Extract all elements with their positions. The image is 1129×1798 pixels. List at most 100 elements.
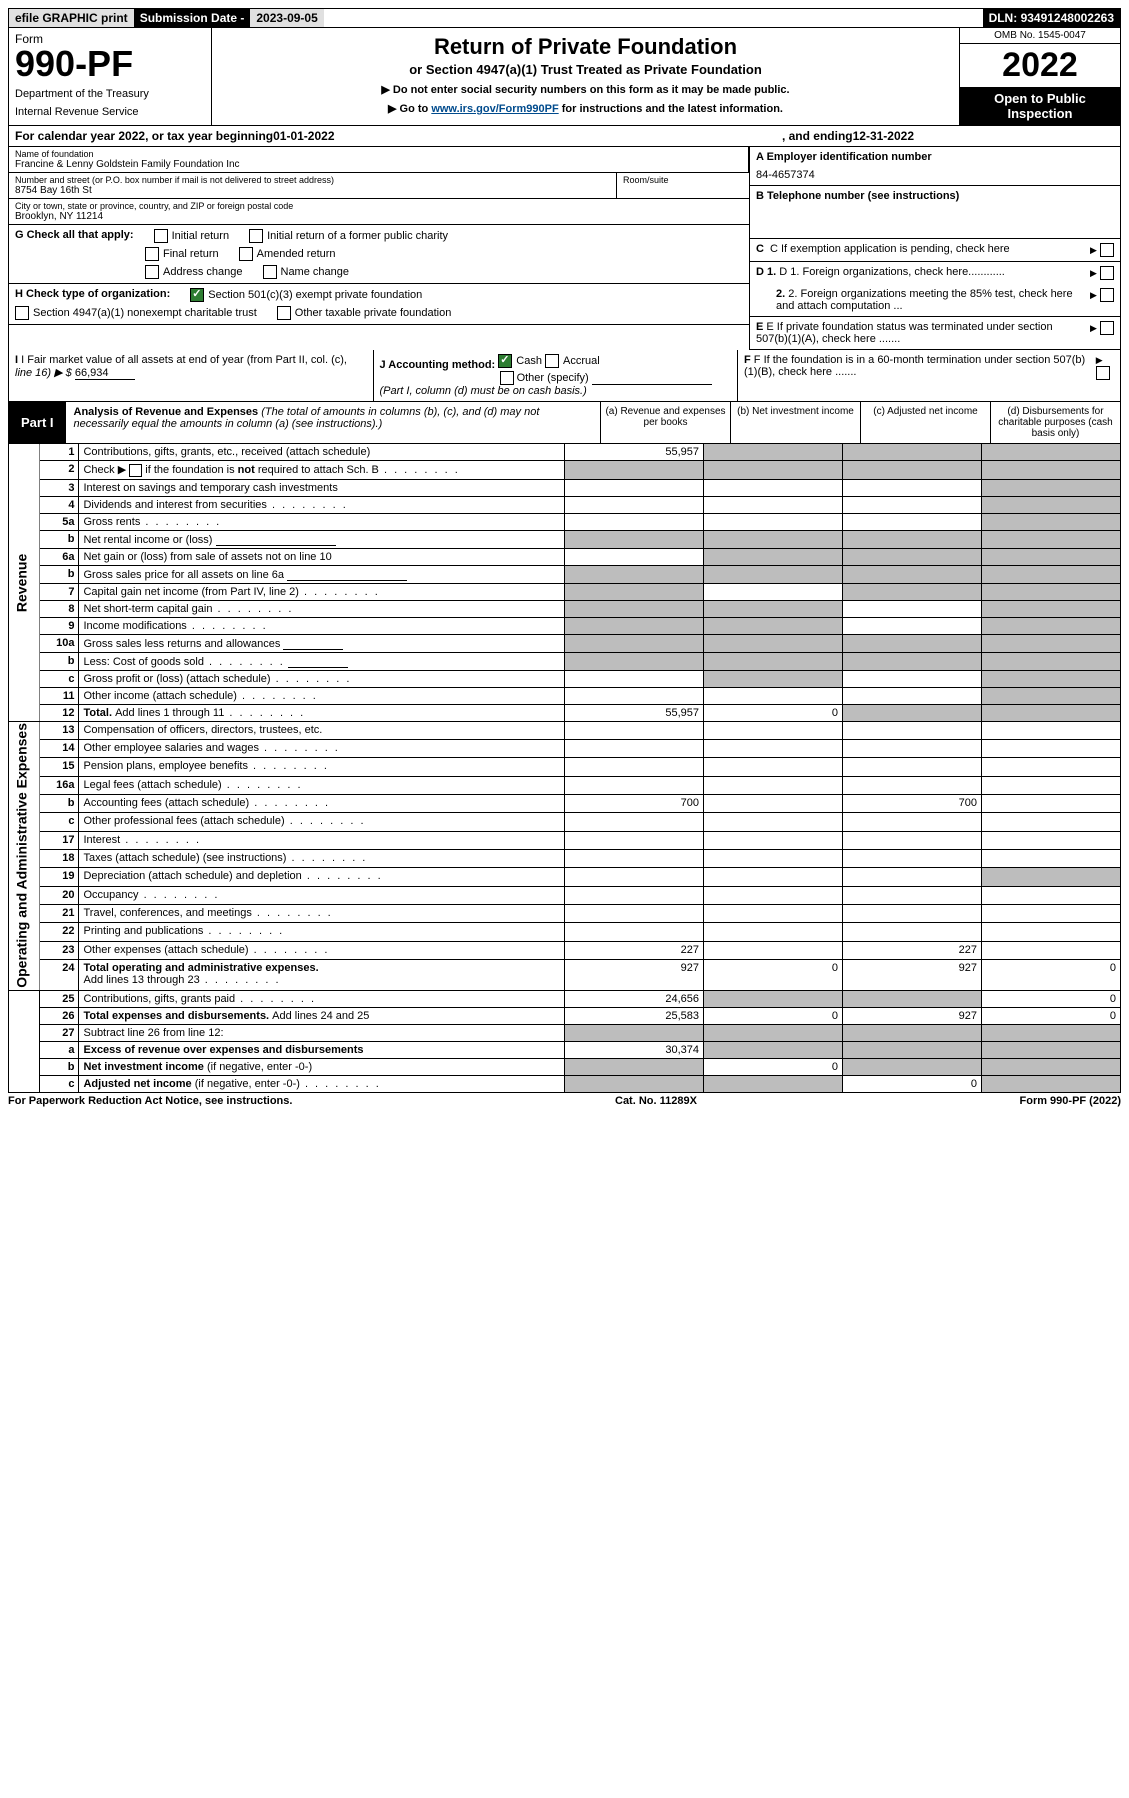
table-row: 20Occupancy (9, 886, 1121, 904)
dept-irs: Internal Revenue Service (15, 106, 205, 118)
part1-label: Part I (9, 402, 66, 443)
dept-treasury: Department of the Treasury (15, 88, 205, 100)
part1-header: Part I Analysis of Revenue and Expenses … (8, 402, 1121, 444)
ein-label: A Employer identification number (756, 151, 1114, 163)
ein-value: 84-4657374 (756, 169, 1114, 181)
checkbox-d1[interactable] (1100, 266, 1114, 280)
checkbox-c[interactable] (1100, 243, 1114, 257)
checkbox-name[interactable] (263, 265, 277, 279)
checkbox-initial-former[interactable] (249, 229, 263, 243)
checkbox-address[interactable] (145, 265, 159, 279)
i-label: I Fair market value of all assets at end… (21, 354, 347, 366)
part1-columns: (a) Revenue and expenses per books (b) N… (600, 402, 1120, 443)
table-row: bNet investment income (if negative, ent… (9, 1059, 1121, 1076)
open-public-badge: Open to Public Inspection (960, 87, 1120, 125)
dln-cell: DLN: 93491248002263 (983, 9, 1120, 27)
table-row: 3Interest on savings and temporary cash … (9, 479, 1121, 496)
d2-text: 2. Foreign organizations meeting the 85%… (776, 288, 1073, 312)
arrow-icon (1090, 244, 1097, 256)
checkbox-final[interactable] (145, 247, 159, 261)
desc: Check ▶ if the foundation is not require… (79, 461, 565, 480)
table-row: 5aGross rents (9, 513, 1121, 530)
table-row: cOther professional fees (attach schedul… (9, 813, 1121, 831)
cal-year-end: 12-31-2022 (853, 129, 914, 143)
checkbox-accrual[interactable] (545, 354, 559, 368)
section-g: G Check all that apply: Initial return I… (9, 225, 749, 284)
dln-label: DLN: (989, 11, 1021, 25)
table-row: cAdjusted net income (if negative, enter… (9, 1076, 1121, 1093)
checkbox-d2[interactable] (1100, 288, 1114, 302)
arrow-icon (1090, 289, 1097, 301)
g-label: G Check all that apply: (15, 229, 134, 243)
table-row: 26Total expenses and disbursements. Add … (9, 1008, 1121, 1025)
table-row: 18Taxes (attach schedule) (see instructi… (9, 850, 1121, 868)
desc: Contributions, gifts, grants, etc., rece… (79, 444, 565, 461)
table-row: 21Travel, conferences, and meetings (9, 905, 1121, 923)
table-row: 24Total operating and administrative exp… (9, 960, 1121, 991)
d1-text: D 1. Foreign organizations, check here..… (779, 266, 1005, 278)
section-i: I I Fair market value of all assets at e… (9, 350, 374, 401)
amt-d (982, 444, 1121, 461)
checkbox-other[interactable] (500, 371, 514, 385)
amt-b (704, 444, 843, 461)
section-f: F F If the foundation is in a 60-month t… (738, 350, 1120, 401)
section-j: J Accounting method: Cash Accrual Other … (374, 350, 739, 401)
dln-value: 93491248002263 (1021, 11, 1114, 25)
footer-left: For Paperwork Reduction Act Notice, see … (8, 1095, 292, 1107)
form-title: Return of Private Foundation (222, 34, 949, 60)
h-o3: Other taxable private foundation (295, 307, 452, 319)
cal-year-begin: 01-01-2022 (273, 129, 334, 143)
g-name: Name change (281, 266, 350, 278)
checkbox-other-taxable[interactable] (277, 306, 291, 320)
table-row: cGross profit or (loss) (attach schedule… (9, 670, 1121, 687)
instr2-post: for instructions and the latest informat… (559, 103, 783, 115)
info-left: Name of foundation Francine & Lenny Gold… (9, 147, 749, 350)
table-row: bLess: Cost of goods sold (9, 652, 1121, 670)
col-a-header: (a) Revenue and expenses per books (600, 402, 730, 443)
cal-year-pre: For calendar year 2022, or tax year begi… (15, 129, 273, 143)
arrow-icon (1096, 354, 1103, 366)
checkbox-cash[interactable] (498, 354, 512, 368)
foundation-name-label: Name of foundation (15, 149, 742, 159)
c-lead: C (756, 243, 764, 257)
checkbox-initial[interactable] (154, 229, 168, 243)
submission-date-value: 2023-09-05 (250, 9, 323, 27)
side-expenses: Operating and Administrative Expenses (9, 721, 40, 991)
open-public-1: Open to Public (960, 91, 1120, 106)
col-d-header: (d) Disbursements for charitable purpose… (990, 402, 1120, 443)
table-row: 6aNet gain or (loss) from sale of assets… (9, 548, 1121, 565)
table-row: 12Total. Add lines 1 through 1155,9570 (9, 704, 1121, 721)
city-label: City or town, state or province, country… (15, 201, 743, 211)
checkbox-4947[interactable] (15, 306, 29, 320)
j-note: (Part I, column (d) must be on cash basi… (380, 385, 587, 397)
col-b-header: (b) Net investment income (730, 402, 860, 443)
submission-date-label: Submission Date - (134, 9, 251, 27)
part1-desc: Analysis of Revenue and Expenses (The to… (66, 402, 600, 443)
checkbox-f[interactable] (1096, 366, 1110, 380)
table-row: 2 Check ▶ if the foundation is not requi… (9, 461, 1121, 480)
footer-right: Form 990-PF (2022) (1020, 1095, 1121, 1107)
i-value: 66,934 (75, 367, 135, 380)
info-grid: Name of foundation Francine & Lenny Gold… (8, 147, 1121, 350)
header-left: Form 990-PF Department of the Treasury I… (9, 28, 212, 125)
irs-link[interactable]: www.irs.gov/Form990PF (431, 103, 558, 115)
city-value: Brooklyn, NY 11214 (15, 211, 743, 222)
instruction-1: ▶ Do not enter social security numbers o… (222, 83, 949, 96)
table-row: aExcess of revenue over expenses and dis… (9, 1042, 1121, 1059)
table-row: 11Other income (attach schedule) (9, 687, 1121, 704)
header-center: Return of Private Foundation or Section … (212, 28, 959, 125)
checkbox-schb[interactable] (129, 464, 142, 477)
side-revenue: Revenue (9, 444, 40, 721)
c-text: C If exemption application is pending, c… (770, 243, 1084, 257)
form-number: 990-PF (15, 46, 205, 82)
checkbox-501c3[interactable] (190, 288, 204, 302)
omb-number: OMB No. 1545-0047 (960, 28, 1120, 44)
table-row: 25Contributions, gifts, grants paid24,65… (9, 991, 1121, 1008)
row-ijf: I I Fair market value of all assets at e… (8, 350, 1121, 402)
table-row: 23Other expenses (attach schedule)227227 (9, 941, 1121, 959)
checkbox-amended[interactable] (239, 247, 253, 261)
checkbox-e[interactable] (1100, 321, 1114, 335)
info-right: A Employer identification number 84-4657… (749, 147, 1120, 350)
table-row: bAccounting fees (attach schedule)700700 (9, 794, 1121, 812)
e-text: E If private foundation status was termi… (756, 321, 1053, 345)
